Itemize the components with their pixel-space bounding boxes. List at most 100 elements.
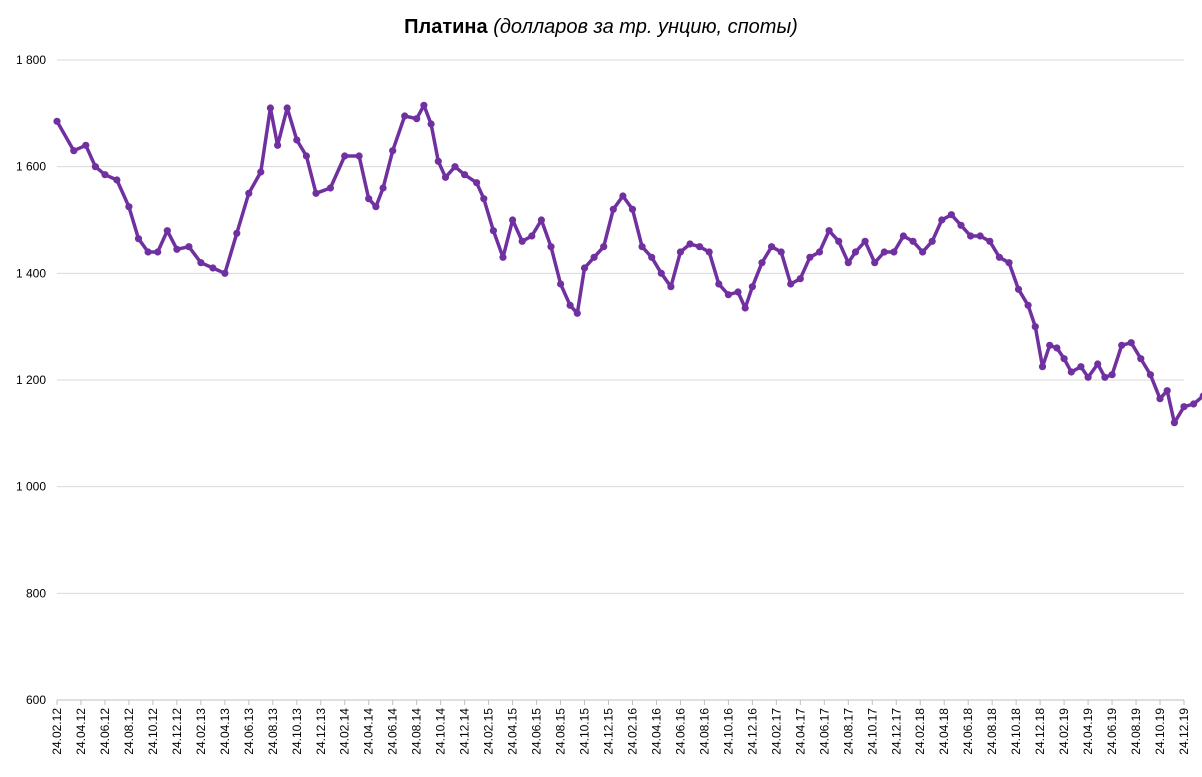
- x-tick-label: 24.06.14: [386, 708, 400, 755]
- x-tick-label: 24.06.15: [530, 708, 544, 755]
- data-point: [91, 163, 99, 171]
- y-axis-ticks: 600 800 1 000 1 200 1 400 1 600 1 800: [16, 53, 46, 707]
- data-point: [1180, 403, 1188, 411]
- y-tick-label: 1 800: [16, 53, 46, 67]
- data-point: [82, 141, 90, 149]
- data-point: [619, 192, 627, 200]
- data-point: [787, 280, 795, 288]
- data-point: [1199, 392, 1202, 400]
- x-tick-label: 24.06.13: [242, 708, 256, 755]
- x-tick-label: 24.08.15: [554, 708, 568, 755]
- data-point: [113, 176, 121, 184]
- x-tick-label: 24.02.19: [1057, 708, 1071, 755]
- x-tick-label: 24.12.12: [170, 708, 184, 755]
- data-point: [638, 243, 646, 251]
- x-tick-label: 24.02.18: [913, 708, 927, 755]
- data-point: [1094, 360, 1102, 368]
- data-point: [528, 232, 536, 240]
- data-point: [609, 205, 617, 213]
- data-point: [434, 157, 442, 165]
- chart-title-group: Платина (долларов за тр. унцию, споты): [404, 16, 798, 38]
- data-point: [326, 184, 334, 192]
- data-point: [134, 235, 143, 243]
- data-point: [293, 136, 301, 144]
- data-point: [909, 237, 917, 245]
- x-tick-label: 24.06.19: [1105, 708, 1119, 755]
- data-point: [1108, 371, 1116, 379]
- data-point: [245, 189, 253, 197]
- data-point: [441, 173, 450, 181]
- data-point: [1067, 368, 1075, 376]
- y-tick-label: 1 200: [16, 373, 46, 387]
- data-point: [724, 291, 733, 299]
- x-tick-label: 24.06.12: [98, 708, 112, 755]
- data-point: [461, 171, 469, 179]
- x-tick-label: 24.12.16: [745, 708, 759, 755]
- x-tick-label: 24.08.16: [697, 708, 711, 755]
- y-tick-label: 1 400: [16, 266, 46, 280]
- data-point: [815, 248, 824, 256]
- data-point: [919, 248, 927, 256]
- data-point: [566, 301, 574, 309]
- x-tick-label: 24.12.17: [889, 708, 903, 755]
- data-point: [473, 179, 481, 187]
- data-point: [274, 141, 282, 149]
- data-point: [686, 240, 694, 248]
- data-point: [890, 248, 898, 256]
- data-point: [557, 280, 565, 288]
- data-point: [372, 203, 380, 211]
- data-point: [302, 152, 310, 160]
- data-point: [715, 280, 723, 288]
- data-point: [185, 243, 193, 251]
- x-tick-label: 24.10.15: [578, 708, 592, 755]
- data-point: [957, 221, 965, 229]
- data-point: [257, 168, 265, 176]
- data-point: [379, 184, 387, 192]
- x-tick-label: 24.06.18: [961, 708, 975, 755]
- y-tick-label: 600: [26, 693, 46, 707]
- data-point: [1031, 323, 1039, 331]
- data-point: [209, 264, 217, 272]
- data-point: [1156, 395, 1164, 403]
- data-point: [489, 227, 497, 235]
- data-point: [144, 248, 152, 256]
- data-point: [899, 232, 908, 240]
- x-tick-label: 24.06.17: [817, 708, 831, 755]
- chart-subtitle: (долларов за тр. унцию, споты): [493, 16, 798, 38]
- data-point: [600, 243, 608, 251]
- data-point: [628, 205, 637, 213]
- data-point: [341, 152, 349, 160]
- series-platinum: [53, 101, 1202, 427]
- x-tick-label: 24.02.17: [769, 708, 783, 755]
- x-tick-label: 24.04.16: [649, 708, 663, 755]
- data-point: [947, 211, 956, 219]
- data-point: [967, 232, 975, 240]
- data-point: [806, 253, 814, 261]
- data-point: [880, 248, 888, 256]
- data-point: [1005, 259, 1013, 267]
- data-point: [499, 253, 507, 261]
- data-point: [125, 203, 133, 211]
- data-point: [1137, 355, 1145, 363]
- data-point: [657, 269, 665, 277]
- gridlines: [57, 59, 1184, 594]
- x-tick-label: 24.02.14: [338, 708, 352, 755]
- series-line: [55, 103, 1202, 425]
- data-point: [1060, 355, 1068, 363]
- x-tick-label: 24.08.12: [122, 708, 136, 755]
- data-point: [154, 248, 162, 256]
- data-point: [101, 171, 109, 179]
- data-point: [1038, 363, 1047, 371]
- x-tick-label: 24.10.12: [146, 708, 160, 755]
- x-tick-label: 24.02.16: [625, 708, 639, 755]
- x-tick-label: 24.04.17: [793, 708, 807, 755]
- data-point: [705, 248, 713, 256]
- x-tick-label: 24.10.16: [721, 708, 735, 755]
- data-point: [825, 227, 833, 235]
- x-tick-label: 24.12.18: [1033, 708, 1047, 755]
- x-tick-label: 24.04.14: [362, 708, 376, 755]
- data-point: [173, 245, 181, 253]
- data-point: [427, 120, 435, 128]
- x-tick-label: 24.02.12: [50, 708, 64, 755]
- data-point: [547, 243, 555, 251]
